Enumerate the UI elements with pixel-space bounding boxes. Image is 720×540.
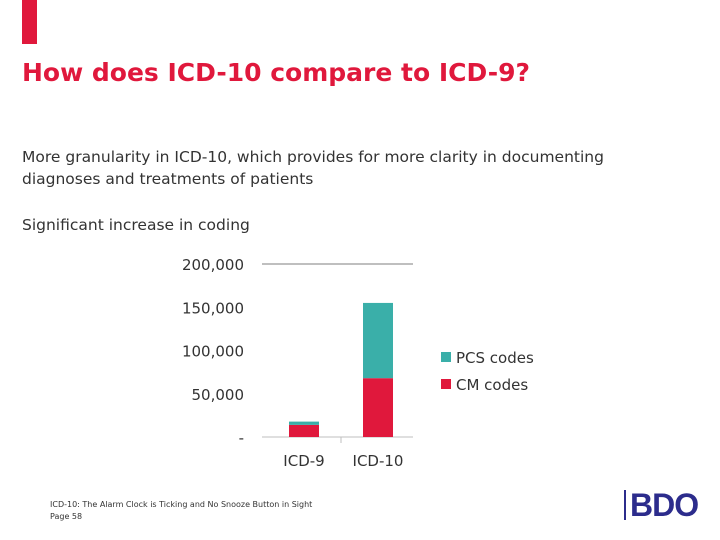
bar-icd9-cm-codes [289,424,319,437]
accent-bar [22,0,37,44]
logo-divider [624,490,626,520]
legend-swatch-cm-codes [441,379,451,389]
y-tick-label: 50,000 [192,386,245,404]
y-tick-label: 200,000 [182,256,244,274]
legend-swatch-pcs-codes [441,352,451,362]
bar-icd10-cm-codes [363,378,393,437]
page-number: Page 58 [50,512,83,521]
body-text-granularity: More granularity in ICD-10, which provid… [22,148,604,188]
x-tick-label: ICD-9 [283,452,324,470]
legend-label: CM codes [456,376,528,394]
page-title: How does ICD-10 compare to ICD-9? [22,58,531,87]
body-text-coding-increase: Significant increase in coding [22,216,250,234]
y-tick-label: 100,000 [182,343,244,361]
y-tick-label: 150,000 [182,299,244,317]
x-tick-label: ICD-10 [353,452,404,470]
footer-text: ICD-10: The Alarm Clock is Ticking and N… [50,500,313,509]
y-tick-label: - [239,429,244,447]
bar-icd10-pcs-codes [363,302,393,379]
bdo-logo: BDO [630,487,699,523]
bar-icd9-pcs-codes [289,421,319,425]
legend-label: PCS codes [456,349,534,367]
